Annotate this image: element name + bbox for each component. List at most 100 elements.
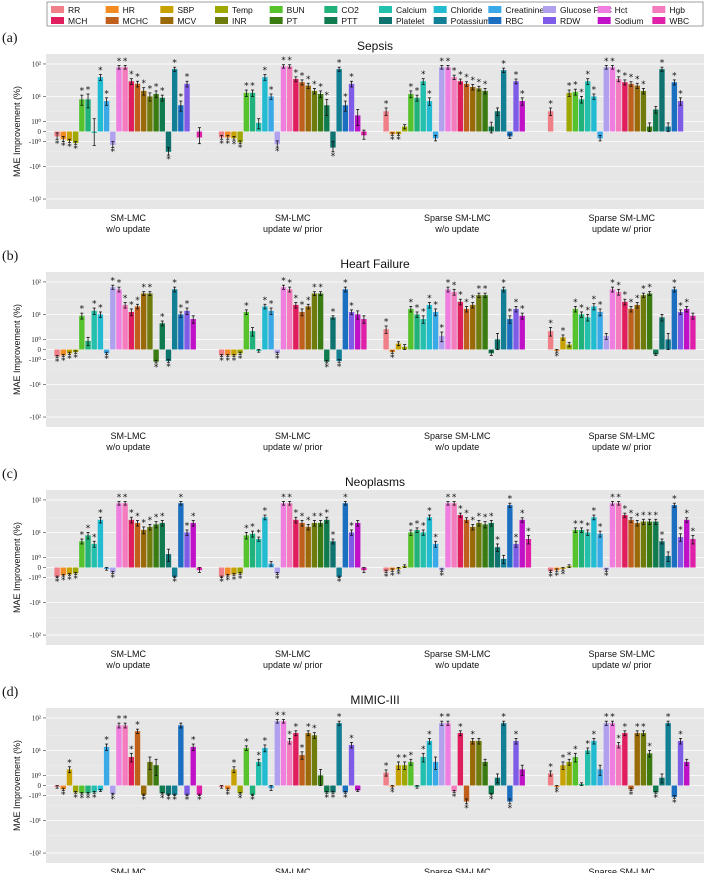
significance-star: * [343, 793, 348, 803]
bar-rr [547, 773, 554, 786]
significance-star: * [111, 148, 116, 158]
bar-wbc [690, 539, 696, 568]
bar-hgb [615, 79, 622, 132]
bar-co2 [249, 92, 256, 132]
bar-sbp [66, 769, 73, 786]
significance-star: * [67, 575, 72, 585]
bar-pt [317, 93, 324, 132]
legend-label: RR [68, 5, 80, 15]
panel-label: (d) [2, 685, 19, 700]
significance-star: * [421, 70, 426, 80]
bar-group-2: ********************* [218, 493, 367, 588]
significance-star: * [501, 279, 506, 289]
bar-chloride [262, 306, 268, 350]
significance-star: * [548, 99, 553, 109]
bar-mcv [634, 522, 640, 568]
y-tick-label: 0 [38, 346, 42, 354]
significance-star: * [452, 281, 457, 291]
bar-platelet [330, 317, 336, 350]
significance-star: * [396, 135, 401, 145]
significance-star: * [318, 283, 323, 293]
significance-star: * [325, 509, 330, 519]
y-tick-label: 10¹ [32, 311, 41, 319]
y-tick-label: 10¹ [32, 93, 41, 101]
bar-ptt [159, 323, 165, 350]
bar-sodium [355, 522, 361, 568]
bar-inr [311, 522, 318, 568]
legend-swatch [105, 17, 119, 24]
bar-creatinine [597, 131, 603, 139]
bar-mchc [134, 306, 141, 350]
significance-star: * [191, 736, 196, 746]
bar-potassium [171, 289, 178, 350]
bar-mcv [470, 86, 476, 132]
bar-platelet [659, 541, 665, 568]
significance-star: * [592, 295, 597, 305]
significance-star: * [160, 87, 165, 97]
legend-item-mchc: MCHC [105, 16, 148, 26]
significance-star: * [592, 507, 597, 517]
significance-star: * [635, 722, 640, 732]
bar-rbc [671, 82, 678, 132]
bar-mchc [134, 522, 141, 568]
bar-mchc [628, 785, 634, 790]
significance-star: * [555, 352, 560, 362]
bar-co2 [85, 535, 91, 568]
bar-mch [622, 515, 628, 568]
significance-star: * [141, 518, 146, 528]
bar-mchc [299, 522, 305, 568]
significance-star: * [396, 570, 401, 580]
bar-inr [640, 733, 647, 786]
bar-chloride [426, 101, 433, 132]
group-label-line2: w/o update [105, 660, 150, 670]
significance-star: * [452, 67, 457, 77]
bar-rr [54, 567, 60, 577]
bar-creatinine [268, 96, 274, 132]
bar-chloride [591, 96, 597, 132]
bar-co2 [249, 785, 256, 795]
bar-ptt [653, 349, 659, 355]
significance-star: * [123, 57, 128, 67]
significance-star: * [458, 71, 463, 81]
bar-sodium [190, 319, 196, 350]
significance-star: * [616, 281, 621, 291]
bar-hgb [451, 503, 457, 568]
significance-star: * [592, 85, 597, 95]
bar-rbc [671, 289, 678, 350]
bar-bun [79, 785, 85, 794]
bar-mcv [305, 733, 311, 786]
legend-item-platelet: Platelet [379, 16, 425, 26]
y-tick-label: 0 [38, 782, 42, 790]
group-label-line1: SM-LMC [275, 213, 311, 223]
legend-label: PTT [341, 16, 357, 26]
bar-potassium [336, 349, 342, 362]
significance-star: * [610, 57, 615, 67]
bar-mch [622, 733, 628, 786]
y-tick-label: -10² [30, 850, 41, 858]
bar-hct [609, 67, 616, 132]
bar-ptt [159, 522, 165, 568]
bar-inr [311, 293, 318, 350]
significance-star: * [610, 493, 615, 503]
bar-inr [147, 293, 153, 350]
bar-platelet [165, 785, 172, 795]
bar-rr [218, 349, 225, 356]
significance-star: * [349, 301, 354, 311]
y-tick-label: 10² [32, 714, 41, 722]
legend-swatch [597, 17, 611, 24]
significance-star: * [219, 356, 224, 366]
significance-star: * [343, 93, 348, 103]
bar-calcium [585, 81, 591, 132]
bar-group-2: ******** ***** ** **** [218, 711, 367, 806]
significance-star: * [244, 82, 249, 92]
bar-mch [457, 515, 464, 568]
significance-star: * [73, 144, 78, 154]
significance-star: * [325, 793, 330, 803]
bar-mcv [141, 529, 147, 568]
significance-star: * [349, 521, 354, 531]
significance-star: * [154, 513, 159, 523]
significance-star: * [629, 298, 634, 308]
significance-star: * [306, 516, 311, 526]
significance-star: * [579, 519, 584, 529]
bar-rbc [178, 105, 184, 132]
